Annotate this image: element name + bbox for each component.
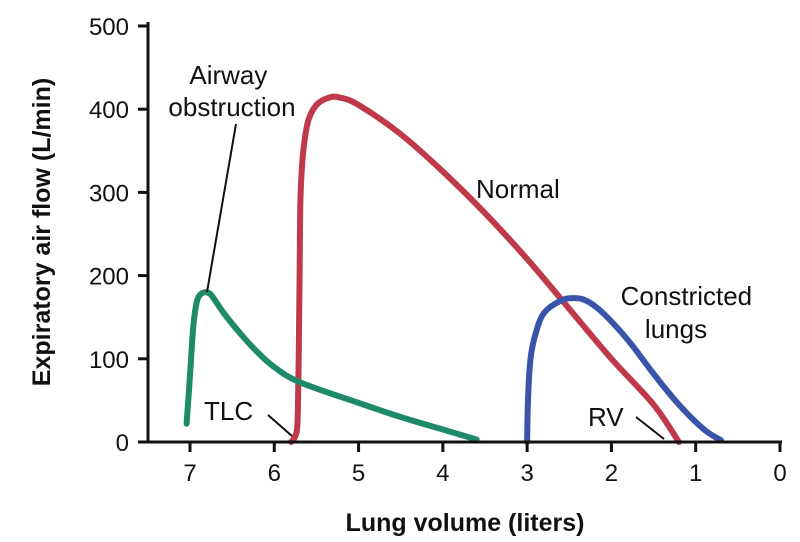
y-tick-label: 100 (89, 347, 129, 374)
normal-label: Normal (476, 174, 560, 204)
x-tick-label: 6 (268, 460, 281, 487)
airway-obstruction-label: Airway obstruction (168, 60, 295, 122)
axes-layer (146, 22, 782, 444)
y-tick-label: 0 (116, 430, 129, 457)
y-tick-label: 500 (89, 14, 129, 41)
x-tick-label: 0 (773, 460, 786, 487)
x-tick-label: 5 (352, 460, 365, 487)
series-line-airway-obstruction (183, 289, 480, 443)
airway-obstruction-leader (206, 123, 237, 293)
x-tick-label: 7 (183, 460, 196, 487)
rv-leader (635, 416, 665, 440)
series-line-constricted-lungs (524, 295, 724, 445)
tlc-leader (267, 414, 293, 437)
y-tick-label: 200 (89, 264, 129, 291)
y-axis-title: Expiratory air flow (L/min) (28, 78, 56, 386)
tlc-label: TLC (204, 396, 253, 426)
x-axis-title: Lung volume (liters) (346, 509, 585, 537)
rv-label: RV (588, 402, 624, 432)
constricted-lungs-label-line-2: lungs (645, 314, 707, 344)
curves-layer (183, 93, 724, 445)
y-tick-label: 300 (89, 180, 129, 207)
x-tick-label: 2 (605, 460, 618, 487)
series-line-normal (288, 93, 682, 445)
constricted-lungs-label-line-1: Constricted (621, 281, 753, 311)
x-tick-label: 4 (436, 460, 449, 487)
y-tick-label: 400 (89, 97, 129, 124)
airway-obstruction-label-line-2: obstruction (168, 92, 295, 122)
airway-obstruction-label-line-1: Airway (189, 60, 267, 90)
x-tick-label: 1 (689, 460, 702, 487)
x-tick-label: 3 (520, 460, 533, 487)
constricted-lungs-label: Constricted lungs (621, 281, 760, 344)
